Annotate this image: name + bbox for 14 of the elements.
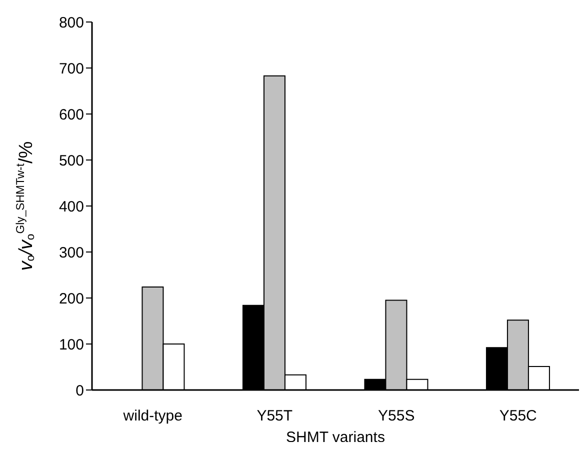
x-tick-label: Y55S [378, 408, 415, 425]
x-tick-label: Y55C [499, 408, 538, 425]
y-tick-label: 700 [58, 60, 84, 78]
y-tick-label: 800 [58, 14, 84, 32]
y-tick-label: 300 [58, 244, 84, 262]
x-tick-label: Y55T [256, 408, 293, 425]
y-tick-label: 500 [58, 152, 84, 170]
y-tick-label: 200 [58, 290, 84, 308]
y-tick-label: 0 [76, 382, 84, 400]
x-tick-label: wild-type [122, 408, 182, 425]
y-tick-label: 100 [58, 336, 84, 354]
x-axis-title: SHMT variants [286, 429, 385, 446]
y-tick-label: 400 [58, 198, 84, 216]
y-tick-label: 600 [58, 106, 84, 124]
